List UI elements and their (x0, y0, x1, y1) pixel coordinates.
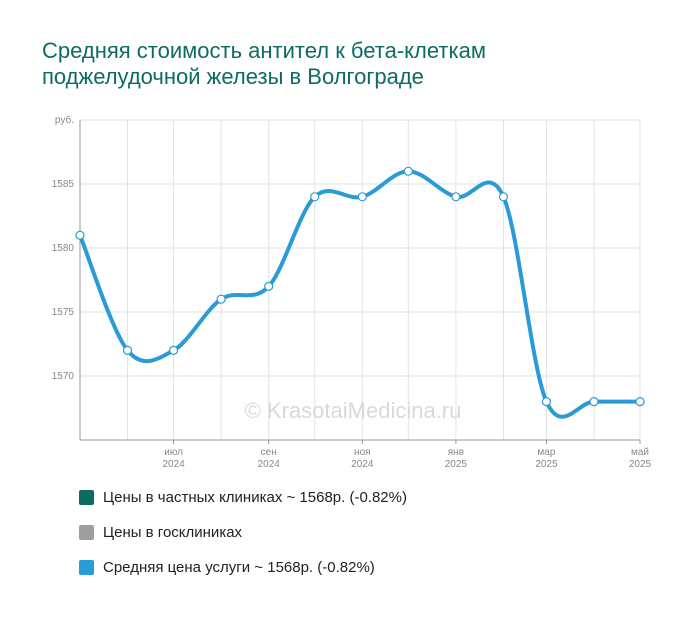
axes: 1570157515801585руб.июл2024сен2024ноя202… (52, 114, 652, 470)
legend: Цены в частных клиниках ~ 1568р. (-0.82%… (79, 488, 407, 593)
legend-swatch-private (79, 489, 94, 505)
x-tick-month: янв (448, 447, 464, 458)
legend-item-average[interactable]: Средняя цена услуги ~ 1568р. (-0.82%) (79, 558, 407, 576)
data-point (451, 192, 461, 202)
data-point (264, 281, 274, 291)
data-point (122, 345, 133, 355)
chart-title-line-2: поджелудочной железы в Волгограде (42, 64, 424, 89)
data-point (75, 230, 85, 240)
data-point (541, 397, 552, 407)
y-tick-label: 1585 (52, 179, 75, 190)
legend-label-average: Средняя цена услуги ~ 1568р. (-0.82%) (103, 558, 375, 576)
series-layer (75, 166, 645, 419)
x-tick-year: 2024 (351, 459, 374, 470)
y-axis-label: руб. (55, 114, 74, 126)
legend-label-private: Цены в частных клиниках ~ 1568р. (-0.82%… (103, 488, 407, 506)
x-tick-year: 2025 (629, 459, 652, 470)
data-point (216, 294, 226, 304)
grid (80, 119, 641, 440)
legend-item-public[interactable]: Цены в госклиниках (79, 523, 407, 541)
y-tick-label: 1580 (52, 243, 75, 254)
data-point (498, 192, 509, 202)
data-point (168, 345, 179, 355)
chart-title-line-1: Средняя стоимость антител к бета-клеткам (42, 38, 486, 63)
chart-title: Средняя стоимость антител к бета-клеткам… (42, 38, 662, 90)
data-point (403, 166, 413, 176)
x-tick-month: ноя (354, 447, 371, 458)
legend-swatch-public (79, 524, 94, 540)
x-tick-year: 2024 (162, 459, 185, 470)
series-line-average (78, 169, 642, 419)
data-point (310, 192, 320, 202)
legend-label-public: Цены в госклиниках (103, 523, 243, 541)
x-tick-year: 2025 (535, 459, 558, 470)
legend-item-private[interactable]: Цены в частных клиниках ~ 1568р. (-0.82%… (79, 488, 407, 506)
x-tick-month: июл (164, 447, 183, 458)
x-tick-year: 2025 (445, 459, 468, 470)
x-tick-month: май (631, 447, 649, 458)
y-tick-label: 1575 (52, 307, 75, 318)
x-tick-month: сен (261, 447, 277, 458)
x-tick-month: мар (537, 447, 555, 458)
legend-swatch-average (79, 559, 94, 575)
x-tick-year: 2024 (258, 459, 281, 470)
data-point (589, 397, 599, 407)
data-point (635, 397, 645, 407)
data-point (357, 192, 367, 202)
watermark: © KrasotaiMedicina.ru (245, 398, 462, 423)
y-tick-label: 1570 (52, 371, 75, 382)
